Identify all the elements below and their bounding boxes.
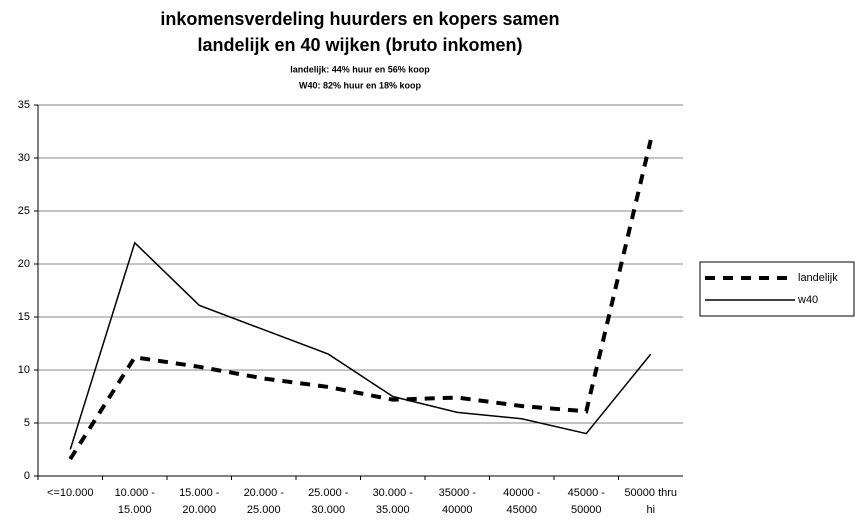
y-tick-label: 10 bbox=[18, 364, 30, 376]
data-line bbox=[68, 139, 653, 461]
y-tick-label: 30 bbox=[18, 152, 30, 164]
y-tick-label: 25 bbox=[18, 205, 30, 217]
chart-title: landelijk en 40 wijken (bruto inkomen) bbox=[197, 35, 522, 55]
legend-box bbox=[699, 261, 855, 317]
legend-label: w40 bbox=[797, 294, 818, 306]
x-tick-label: 45000 - 50000 bbox=[567, 487, 605, 516]
y-tick-label: 0 bbox=[24, 470, 30, 482]
y-tick-label: 5 bbox=[24, 417, 30, 429]
x-tick-label: <=10.000 bbox=[47, 487, 94, 499]
chart-title: inkomensverdeling huurders en kopers sam… bbox=[160, 9, 559, 29]
y-tick-label: 20 bbox=[18, 258, 30, 270]
x-tick-label: 10.000 - 15.000 bbox=[114, 487, 155, 516]
x-tick-label: 20.000 - 25.000 bbox=[243, 487, 284, 516]
x-tick-label: 40000 - 45000 bbox=[503, 487, 541, 516]
chart-subtitle: landelijk: 44% huur en 56% koop bbox=[290, 64, 430, 74]
y-tick-label: 35 bbox=[18, 99, 30, 111]
y-tick-label: 15 bbox=[18, 311, 30, 323]
legend-label: landelijk bbox=[798, 272, 838, 284]
x-tick-label: 50000 thru hi bbox=[624, 487, 678, 516]
x-tick-label: 35000 - 40000 bbox=[438, 487, 476, 516]
data-line bbox=[69, 241, 652, 450]
chart-subtitle: W40: 82% huur en 18% koop bbox=[299, 80, 422, 90]
x-tick-label: 25.000 - 30.000 bbox=[308, 487, 349, 516]
x-tick-label: 15.000 - 20.000 bbox=[179, 487, 220, 516]
x-tick-label: 30.000 - 35.000 bbox=[372, 487, 413, 516]
